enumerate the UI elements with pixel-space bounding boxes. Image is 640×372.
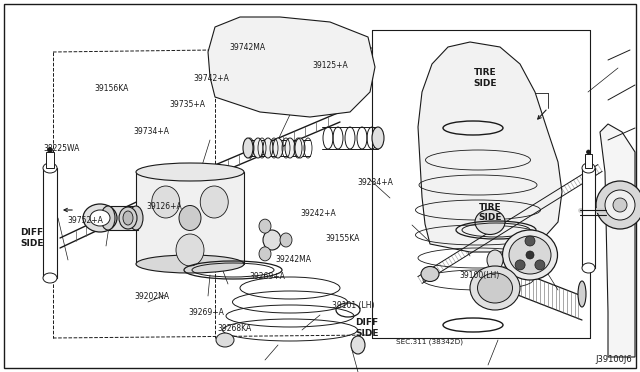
Text: DIFF
SIDE: DIFF SIDE [355,318,379,338]
Ellipse shape [273,138,283,158]
Text: 39734+A: 39734+A [133,127,169,136]
Text: SEC.311 (38342D): SEC.311 (38342D) [396,339,463,346]
Ellipse shape [90,210,110,226]
Ellipse shape [596,181,640,229]
Ellipse shape [136,255,244,273]
Ellipse shape [216,333,234,347]
Ellipse shape [176,234,204,266]
Text: 39742MA: 39742MA [229,43,265,52]
Ellipse shape [43,273,57,283]
Polygon shape [600,124,635,357]
Text: 39155KA: 39155KA [325,234,360,243]
Ellipse shape [119,207,137,229]
Ellipse shape [578,281,586,307]
Ellipse shape [372,127,384,149]
Text: J39100J6: J39100J6 [595,356,632,365]
Ellipse shape [487,250,503,270]
Ellipse shape [582,263,595,273]
Text: TIRE
SIDE: TIRE SIDE [479,203,502,222]
Ellipse shape [525,236,535,246]
Ellipse shape [263,138,273,158]
Ellipse shape [136,163,244,181]
Text: 39268KA: 39268KA [218,324,252,333]
Text: 39242MA: 39242MA [275,255,311,264]
Ellipse shape [351,336,365,354]
Ellipse shape [295,138,305,158]
Ellipse shape [470,266,520,310]
Ellipse shape [535,260,545,270]
Ellipse shape [243,138,253,158]
Ellipse shape [259,247,271,261]
Text: 39269+A: 39269+A [250,272,285,280]
Ellipse shape [200,186,228,218]
Bar [585,154,592,168]
Ellipse shape [259,219,271,233]
Text: 39735+A: 39735+A [170,100,205,109]
Bar [108,206,138,230]
Bar [43,168,57,278]
Ellipse shape [285,138,295,158]
Ellipse shape [475,209,505,234]
Ellipse shape [129,206,143,230]
Ellipse shape [43,163,57,173]
Bar [136,172,244,264]
Ellipse shape [613,198,627,212]
Ellipse shape [477,273,513,303]
Polygon shape [208,17,375,117]
Text: 39742+A: 39742+A [193,74,229,83]
Text: 39202NA: 39202NA [134,292,170,301]
Ellipse shape [123,211,133,225]
Bar [582,168,595,268]
Text: TIRE
SIDE: TIRE SIDE [474,68,497,88]
Text: 38225WA: 38225WA [44,144,80,153]
Ellipse shape [263,230,281,250]
Ellipse shape [83,204,117,232]
Ellipse shape [47,148,52,153]
Ellipse shape [582,163,595,173]
Ellipse shape [509,236,551,274]
Text: 39100(LH): 39100(LH) [460,271,500,280]
Text: 39125+A: 39125+A [312,61,348,70]
Text: 39269+A: 39269+A [189,308,225,317]
Ellipse shape [515,260,525,270]
Ellipse shape [502,230,557,280]
Bar [46,152,54,168]
Text: DIFF
SIDE: DIFF SIDE [20,228,44,248]
Ellipse shape [179,205,201,231]
Ellipse shape [586,150,591,154]
Text: 39126+A: 39126+A [146,202,182,211]
Text: 39752+A: 39752+A [68,217,104,225]
Ellipse shape [526,251,534,259]
Polygon shape [418,42,562,252]
Text: 39234+A: 39234+A [357,178,393,187]
Ellipse shape [152,186,180,218]
Ellipse shape [101,206,115,230]
Ellipse shape [280,233,292,247]
Text: 39242+A: 39242+A [301,209,337,218]
Text: 39101 (LH): 39101 (LH) [332,301,374,310]
Ellipse shape [253,138,263,158]
Ellipse shape [605,190,635,220]
Text: 39156KA: 39156KA [95,84,129,93]
Ellipse shape [421,266,439,282]
